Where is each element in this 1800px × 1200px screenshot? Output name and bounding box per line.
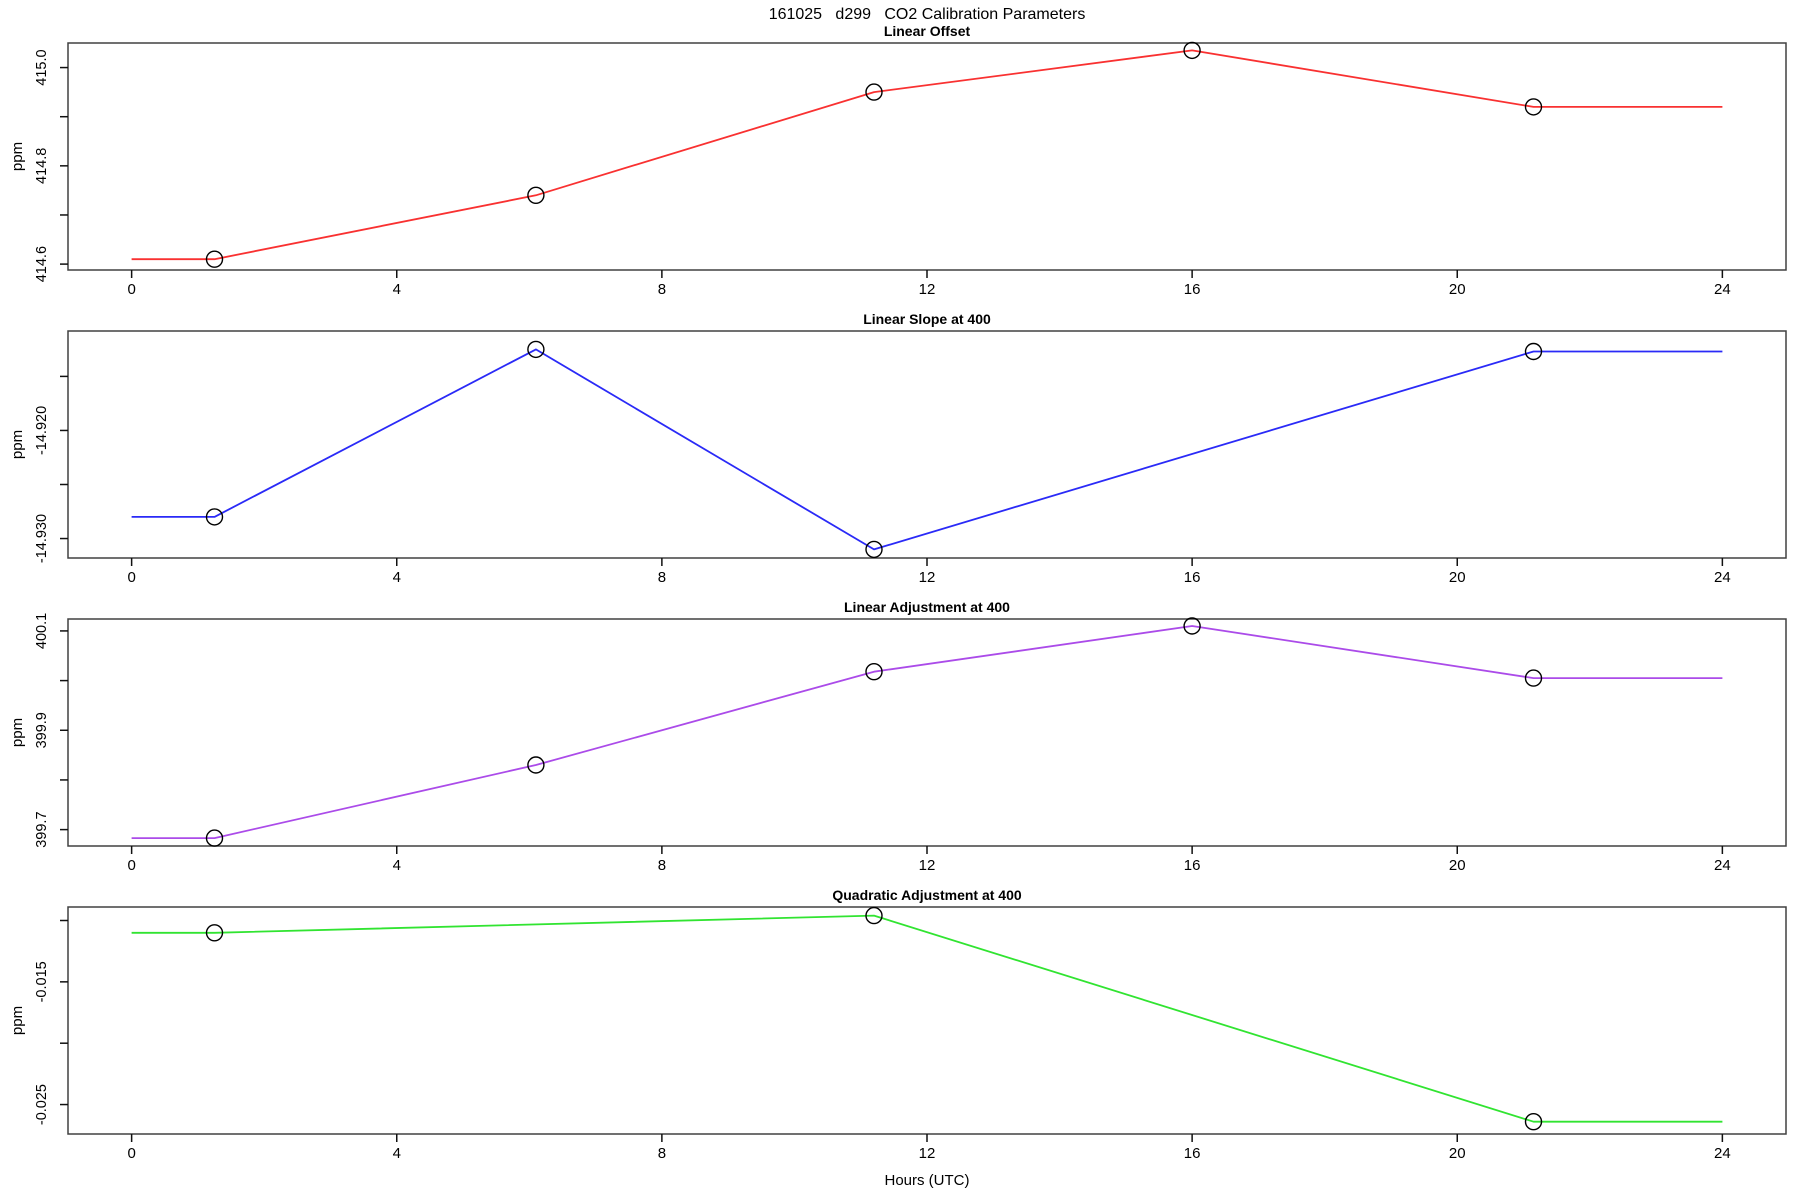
data-point-marker [1524, 1112, 1543, 1131]
data-point-marker [865, 83, 883, 101]
series-line [131, 914, 1723, 1123]
y-tick-label: -14.920 [34, 406, 50, 455]
x-tick-label: 4 [393, 569, 401, 586]
data-point-marker [865, 540, 883, 559]
x-tick-label: 24 [1714, 1145, 1731, 1162]
page-title: 161025 d299 CO2 Calibration Parameters [768, 6, 1086, 23]
y-tick-label: 414.6 [34, 246, 50, 282]
plot-box [67, 42, 1787, 271]
data-point-marker [1524, 98, 1543, 116]
data-point-marker [1183, 41, 1201, 60]
x-axis-label: Hours (UTC) [884, 1172, 970, 1189]
y-axis-title: ppm [9, 1006, 26, 1035]
y-axis-title: ppm [9, 718, 26, 747]
y-tick-label: -14.930 [34, 514, 50, 563]
y-tick-label: 399.7 [34, 811, 50, 847]
data-point-marker [865, 906, 883, 925]
x-tick-label: 24 [1714, 281, 1731, 298]
x-tick-label: 0 [127, 569, 135, 586]
data-point-marker [527, 340, 545, 359]
x-tick-label: 8 [658, 281, 666, 298]
plot-box [67, 906, 1787, 1135]
x-tick-label: 20 [1449, 1145, 1466, 1162]
x-tick-label: 0 [127, 857, 135, 874]
data-point-marker [1524, 669, 1543, 687]
x-tick-label: 12 [919, 1145, 936, 1162]
y-tick-label: -0.015 [34, 961, 50, 1002]
y-tick-label: 414.8 [34, 148, 50, 184]
data-point-marker [1183, 617, 1201, 635]
x-tick-label: 16 [1184, 857, 1201, 874]
series-line [131, 49, 1723, 261]
x-tick-label: 0 [127, 281, 135, 298]
x-tick-label: 24 [1714, 857, 1731, 874]
x-tick-label: 8 [658, 857, 666, 874]
data-point-marker [205, 250, 224, 268]
y-tick-label: 399.9 [34, 712, 50, 748]
x-tick-label: 0 [127, 1145, 135, 1162]
series-line [131, 348, 1723, 551]
y-tick-label: 415.0 [34, 49, 50, 85]
y-tick-label: 400.1 [34, 613, 50, 649]
y-axis-title: ppm [9, 430, 26, 459]
x-tick-label: 12 [919, 857, 936, 874]
x-tick-label: 8 [658, 569, 666, 586]
plot-box [67, 330, 1787, 559]
panel-title: Linear Offset [884, 23, 971, 39]
x-tick-label: 20 [1449, 857, 1466, 874]
series-line [131, 625, 1723, 839]
x-tick-label: 20 [1449, 569, 1466, 586]
data-point-marker [1524, 342, 1543, 361]
y-tick-label: -0.025 [34, 1084, 50, 1125]
data-point-marker [205, 829, 224, 847]
x-tick-label: 4 [393, 1145, 401, 1162]
panel-title: Linear Adjustment at 400 [844, 599, 1010, 615]
panel-title: Linear Slope at 400 [863, 311, 991, 327]
y-axis-title: ppm [9, 142, 26, 171]
data-point-marker [527, 186, 545, 205]
x-tick-label: 20 [1449, 281, 1466, 298]
data-point-marker [527, 756, 545, 774]
x-tick-label: 8 [658, 1145, 666, 1162]
data-point-marker [205, 924, 224, 942]
x-tick-label: 24 [1714, 569, 1731, 586]
panel-title: Quadratic Adjustment at 400 [832, 887, 1022, 903]
x-tick-label: 12 [919, 281, 936, 298]
x-tick-label: 16 [1184, 1145, 1201, 1162]
data-point-marker [865, 663, 883, 681]
data-point-marker [205, 508, 224, 526]
x-tick-label: 4 [393, 281, 401, 298]
x-tick-label: 4 [393, 857, 401, 874]
x-tick-label: 16 [1184, 281, 1201, 298]
x-tick-label: 16 [1184, 569, 1201, 586]
x-tick-label: 12 [919, 569, 936, 586]
